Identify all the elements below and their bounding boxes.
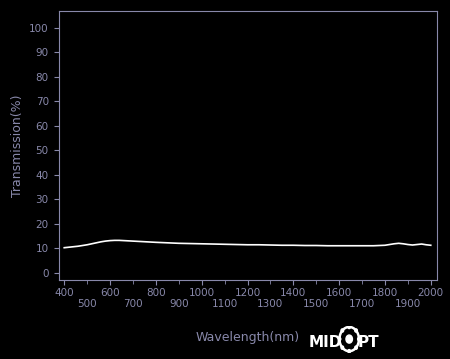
Circle shape <box>338 337 341 341</box>
Circle shape <box>341 329 344 332</box>
Circle shape <box>355 329 357 332</box>
Circle shape <box>341 346 344 349</box>
Circle shape <box>348 325 351 328</box>
X-axis label: Wavelength(nm): Wavelength(nm) <box>195 331 300 344</box>
Text: MID: MID <box>308 335 342 350</box>
Text: PT: PT <box>358 335 379 350</box>
Circle shape <box>348 350 351 353</box>
Circle shape <box>346 335 352 343</box>
Circle shape <box>355 346 357 349</box>
Y-axis label: Transmission(%): Transmission(%) <box>11 94 23 197</box>
Circle shape <box>358 337 360 341</box>
